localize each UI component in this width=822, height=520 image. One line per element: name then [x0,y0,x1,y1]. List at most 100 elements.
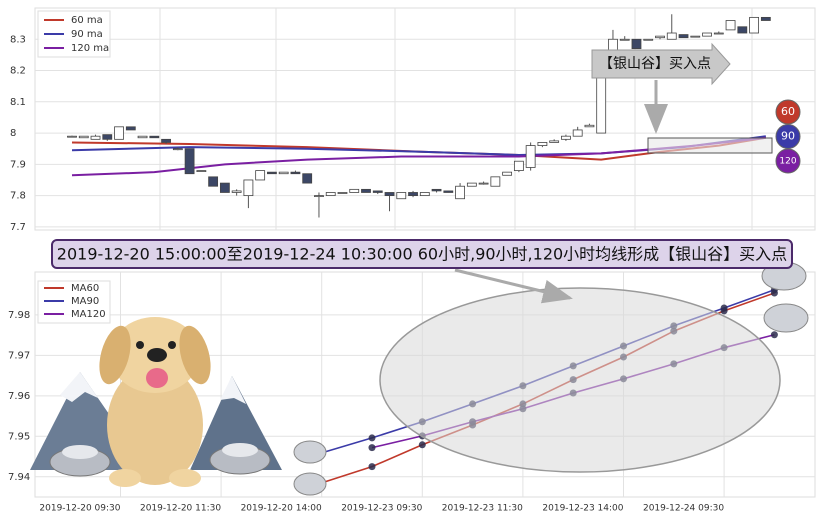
candle-body [737,26,748,34]
signal-label-shape [591,42,731,86]
candle-body [725,20,736,31]
y-tick-label: 7.95 [8,431,30,442]
pointer-arrow [454,268,573,304]
candle-body [513,160,524,171]
candle-body [90,135,101,140]
y-tick-label: 7.96 [8,391,30,402]
ma-point [770,331,778,339]
candle-body [678,34,689,39]
candle-body [525,145,536,168]
candle-body [596,70,607,134]
candle-body [337,192,348,194]
legend-label: MA60 [71,283,99,294]
candle-body [231,190,242,193]
candle-body [666,32,677,40]
candle-body [67,135,77,138]
candle-body [384,192,395,197]
candle-body [314,195,324,198]
candle-body [208,176,219,187]
candle-body [502,171,513,176]
candle-body [102,134,113,140]
candle-body [619,38,630,41]
candle-body [372,190,383,193]
y-tick-label: 7.94 [8,472,30,483]
candle-body [478,182,489,185]
legend-label: 60 ma [71,15,103,26]
candle-body [172,148,183,151]
candle-body [455,185,465,200]
ma-point [368,463,376,471]
y-tick-label: 7.7 [10,222,26,233]
ma-point [368,434,376,442]
y-tick-label: 7.8 [10,191,26,202]
x-tick-label: 2019-12-24 09:30 [643,504,724,514]
candle-body [631,38,642,50]
signal-label: 【银山谷】买入点 [599,56,711,72]
legend-label: MA90 [71,296,99,307]
candle-body [584,124,595,128]
candle-body [466,182,477,187]
x-tick-label: 2019-12-23 14:00 [542,504,623,514]
y-tick-label: 8 [10,128,16,139]
y-tick-label: 8.1 [10,97,26,108]
candle-body [760,16,771,21]
banner-text: 2019-12-20 15:00:00至2019-12-24 10:30:00 … [57,245,787,264]
candle-body [290,171,301,175]
x-tick-label: 2019-12-20 11:30 [140,504,221,514]
candle-body [78,135,89,139]
highlight-ellipse [379,287,781,473]
candle-body [490,176,501,187]
x-tick-label: 2019-12-20 09:30 [39,504,120,514]
candle-body [161,138,171,143]
signal-box [647,137,773,154]
ma-point [368,444,376,452]
candle-body [137,135,148,139]
candle-body [572,129,583,137]
legend-label: 120 ma [71,43,109,54]
y-tick-label: 8.2 [10,66,26,77]
silver-ingots [49,443,271,477]
top-plot-frame [34,7,816,231]
candle-body [302,173,313,184]
x-tick-label: 2019-12-20 14:00 [241,504,322,514]
ma-badge-label: 120 [779,157,796,167]
candle-body [278,171,289,175]
candle-body [267,171,277,175]
y-tick-label: 7.98 [8,310,30,321]
candle-body [561,135,571,140]
candle-body [219,182,230,193]
candle-body [655,35,665,39]
candle-body [408,192,418,197]
ma-point [418,441,426,449]
x-tick-label: 2019-12-23 11:30 [442,504,523,514]
candle-body [184,148,195,175]
candle-body [690,35,701,38]
candle-body [125,126,136,131]
candle-body [537,142,548,146]
candle-body [749,16,759,34]
candle-body [396,192,407,200]
candle-body [325,192,336,197]
candle-body [549,140,560,143]
ma-badge [775,148,801,174]
candle-body [243,179,254,197]
ma-point [720,304,728,312]
y-tick-label: 7.97 [8,350,30,361]
candle-body [361,188,371,193]
candle-body [196,170,207,172]
dog [99,317,211,487]
y-tick-label: 8.3 [10,34,26,45]
candle-body [713,32,724,35]
legend-label: MA120 [71,309,106,320]
candle-body [431,188,442,192]
candle-body [349,188,360,193]
ma-badge-label: 90 [781,130,795,143]
legend-label: 90 ma [71,29,103,40]
candle-body [114,126,124,140]
candle-body [255,170,266,181]
x-tick-label: 2019-12-23 09:30 [341,504,422,514]
ma-badge-label: 60 [781,105,795,118]
candle-body [149,135,160,139]
silver-bowls [293,261,809,496]
candle-body [643,38,654,41]
